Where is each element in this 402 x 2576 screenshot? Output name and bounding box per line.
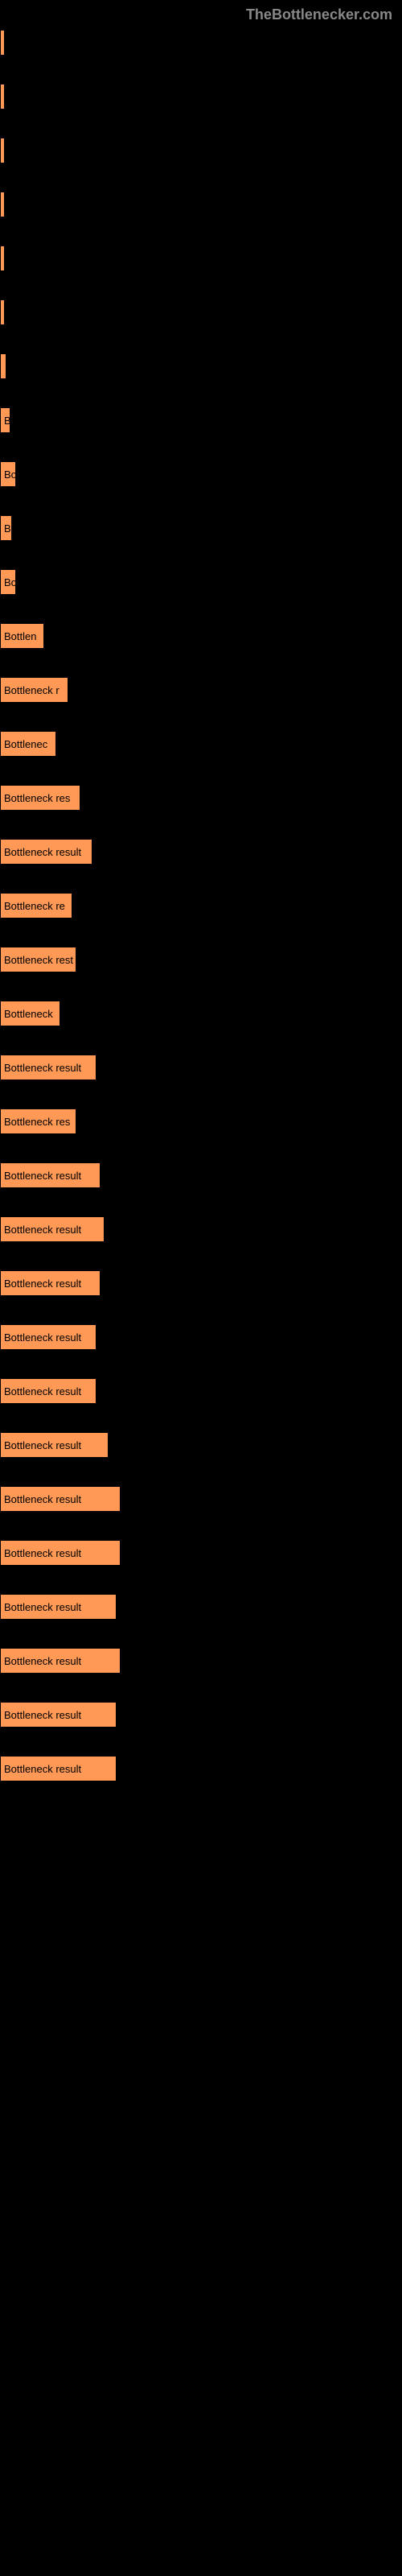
bar-label: Bottleneck result xyxy=(4,1493,81,1505)
bar-row: Bottleneck result xyxy=(0,1486,402,1512)
bar-label: Bo xyxy=(4,576,17,588)
bar-row: Bottleneck res xyxy=(0,785,402,811)
bar-row: B xyxy=(0,515,402,541)
bar-row xyxy=(0,192,402,217)
bar-label: Bottleneck result xyxy=(4,1385,81,1397)
bar xyxy=(0,84,5,109)
bar-row: Bo xyxy=(0,569,402,595)
bar: Bo xyxy=(0,569,16,595)
bar-row: Bottlen xyxy=(0,623,402,649)
bar-label: Bottlenec xyxy=(4,738,47,750)
bar-label: Bottleneck result xyxy=(4,1547,81,1559)
bar-label: Bottleneck result xyxy=(4,1278,81,1290)
bar: Bottleneck result xyxy=(0,1540,121,1566)
bar-label: Bottleneck result xyxy=(4,1439,81,1451)
bar-label: Bottleneck xyxy=(4,1008,53,1020)
bar-row xyxy=(0,246,402,271)
bar-label: Bottleneck re xyxy=(4,900,65,912)
bar-label: Bottleneck result xyxy=(4,1224,81,1236)
bar: Bottleneck result xyxy=(0,1702,117,1728)
bar-row: Bottleneck result xyxy=(0,1216,402,1242)
bar: Bottleneck re xyxy=(0,893,72,919)
bar-chart: B Bo B Bo Bottlen Bottleneck r Bottlenec Bottle… xyxy=(0,30,402,1781)
bar-row: Bottleneck result xyxy=(0,1648,402,1674)
bar-label: Bottleneck result xyxy=(4,1331,81,1344)
bar-row xyxy=(0,30,402,56)
bar xyxy=(0,299,5,325)
bar-label: Bottleneck result xyxy=(4,1655,81,1667)
bar-row: Bottleneck result xyxy=(0,1162,402,1188)
bar-label: B xyxy=(4,415,11,427)
bar: Bo xyxy=(0,461,16,487)
bar-row xyxy=(0,299,402,325)
bar-row: Bottleneck result xyxy=(0,1702,402,1728)
bar: Bottleneck rest xyxy=(0,947,76,972)
bar-row: Bottleneck result xyxy=(0,1540,402,1566)
bar xyxy=(0,192,5,217)
bar: Bottleneck result xyxy=(0,1270,100,1296)
bar-row: Bottleneck res xyxy=(0,1108,402,1134)
bar-row: Bottleneck result xyxy=(0,1055,402,1080)
bar-label: Bottleneck res xyxy=(4,1116,70,1128)
bar-label: Bottlen xyxy=(4,630,36,642)
bar-label: Bottleneck result xyxy=(4,846,81,858)
bar-row xyxy=(0,84,402,109)
bar-label: Bo xyxy=(4,469,17,481)
bar-row: Bottleneck result xyxy=(0,1324,402,1350)
bar-row: Bottleneck r xyxy=(0,677,402,703)
bar: Bottleneck res xyxy=(0,1108,76,1134)
bar-row xyxy=(0,353,402,379)
bar-row: Bottleneck re xyxy=(0,893,402,919)
bar-row: Bottleneck result xyxy=(0,1432,402,1458)
bar-label: Bottleneck res xyxy=(4,792,70,804)
bar-label: B xyxy=(4,522,11,535)
bar: Bottleneck result xyxy=(0,839,92,865)
bar-row: B xyxy=(0,407,402,433)
bar-label: Bottleneck result xyxy=(4,1170,81,1182)
bar: Bottleneck result xyxy=(0,1648,121,1674)
bar xyxy=(0,138,5,163)
bar-row: Bo xyxy=(0,461,402,487)
bar-label: Bottleneck result xyxy=(4,1062,81,1074)
bar-row xyxy=(0,138,402,163)
bar xyxy=(0,246,5,271)
bar: Bottleneck result xyxy=(0,1486,121,1512)
bar: Bottleneck res xyxy=(0,785,80,811)
bar: Bottleneck result xyxy=(0,1324,96,1350)
bar: B xyxy=(0,407,10,433)
bar-row: Bottlenec xyxy=(0,731,402,757)
bar-row: Bottleneck result xyxy=(0,1594,402,1620)
bar-row: Bottleneck result xyxy=(0,1270,402,1296)
bar-row: Bottleneck result xyxy=(0,839,402,865)
bar-label: Bottleneck result xyxy=(4,1601,81,1613)
bar: Bottleneck result xyxy=(0,1432,109,1458)
bar-label: Bottleneck result xyxy=(4,1763,81,1775)
bar: B xyxy=(0,515,12,541)
bar: Bottleneck result xyxy=(0,1055,96,1080)
bar: Bottleneck result xyxy=(0,1756,117,1781)
bar: Bottleneck result xyxy=(0,1378,96,1404)
bar-row: Bottleneck result xyxy=(0,1756,402,1781)
bar: Bottlen xyxy=(0,623,44,649)
bar: Bottlenec xyxy=(0,731,56,757)
bar xyxy=(0,30,5,56)
bar-label: Bottleneck rest xyxy=(4,954,73,966)
watermark-text: TheBottlenecker.com xyxy=(0,0,402,30)
bar-row: Bottleneck rest xyxy=(0,947,402,972)
bar-row: Bottleneck result xyxy=(0,1378,402,1404)
bar xyxy=(0,353,6,379)
bar-label: Bottleneck r xyxy=(4,684,59,696)
bar: Bottleneck r xyxy=(0,677,68,703)
bar: Bottleneck xyxy=(0,1001,60,1026)
bar: Bottleneck result xyxy=(0,1594,117,1620)
bar-row: Bottleneck xyxy=(0,1001,402,1026)
bar: Bottleneck result xyxy=(0,1162,100,1188)
bar-label: Bottleneck result xyxy=(4,1709,81,1721)
bar: Bottleneck result xyxy=(0,1216,105,1242)
